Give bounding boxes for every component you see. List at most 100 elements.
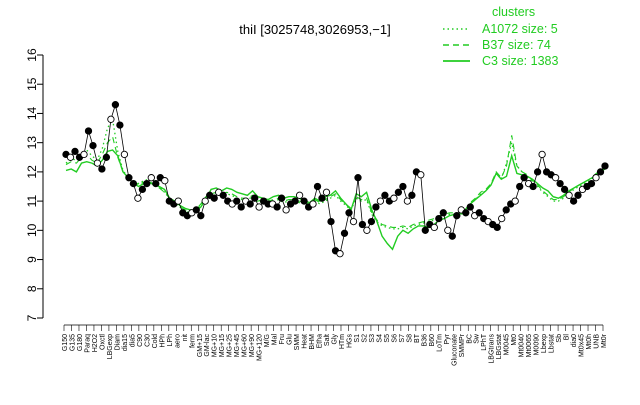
data-point xyxy=(381,191,389,199)
x-tick-label: H2O2 xyxy=(92,334,99,352)
data-point xyxy=(403,197,412,205)
data-point xyxy=(408,191,416,199)
x-tick-label: Lbexp xyxy=(541,334,548,353)
legend-label: B37 size: 74 xyxy=(482,38,551,52)
x-tick-label: G180 xyxy=(77,334,84,351)
data-point xyxy=(295,191,304,199)
y-axis: 7 8 9 10 11 12 13 14 15 16 xyxy=(25,48,44,321)
data-point xyxy=(98,165,106,173)
data-point xyxy=(134,194,142,202)
data-point xyxy=(277,194,286,202)
legend-title: clusters xyxy=(492,5,535,19)
data-point xyxy=(143,179,151,188)
data-point xyxy=(444,226,452,234)
data-point xyxy=(421,226,429,234)
x-tick-label: HGs xyxy=(346,334,353,349)
data-point xyxy=(516,182,524,191)
x-tick-label: aero xyxy=(174,334,181,348)
x-tick-label: Glu xyxy=(287,334,294,345)
data-point xyxy=(147,174,155,182)
data-point xyxy=(291,197,299,205)
data-point xyxy=(152,179,160,188)
x-tick-label: Etha xyxy=(317,334,324,349)
data-point xyxy=(363,226,371,234)
y-tick-label: 16 xyxy=(25,48,39,62)
data-point xyxy=(569,197,578,205)
data-point xyxy=(107,115,115,123)
x-tick-label: S2 xyxy=(361,334,368,343)
data-point xyxy=(372,203,380,211)
x-tick-label: Bl xyxy=(564,334,571,341)
data-point xyxy=(551,174,560,182)
x-tick-label: UNB xyxy=(594,334,601,349)
data-point xyxy=(192,206,200,214)
data-point xyxy=(84,127,93,135)
y-tick-label: 9 xyxy=(25,256,39,263)
x-tick-label: B60 xyxy=(429,334,436,347)
data-point xyxy=(125,174,133,182)
x-tick-label: MG+45 xyxy=(234,334,241,357)
data-point xyxy=(300,197,308,205)
x-tick-label: Mt0r xyxy=(601,333,608,348)
data-point xyxy=(336,250,344,258)
data-point xyxy=(475,209,483,217)
x-tick-label: S7 xyxy=(399,334,406,343)
series-line-dashed xyxy=(65,135,606,228)
data-point xyxy=(327,217,335,226)
x-tick-label: M0090 xyxy=(534,334,541,356)
data-point xyxy=(340,229,349,237)
data-point xyxy=(197,212,205,220)
data-point xyxy=(345,209,353,217)
x-tick-label: C30 xyxy=(144,334,151,347)
x-tick-label: MG+120 xyxy=(257,334,264,361)
x-tick-label: Salt xyxy=(324,334,331,346)
data-point xyxy=(462,209,470,217)
data-point xyxy=(102,153,111,161)
data-point xyxy=(448,232,456,240)
x-tick-label: SMM xyxy=(294,334,301,351)
data-point xyxy=(322,188,331,196)
data-point xyxy=(466,203,474,211)
data-point xyxy=(354,174,362,182)
data-point xyxy=(318,194,326,202)
x-tick-label: GM-lac xyxy=(204,334,211,357)
x-tick-label: BT xyxy=(414,333,421,343)
series-line-solid xyxy=(65,149,606,251)
data-point xyxy=(255,203,263,211)
x-tick-label: Lbstat xyxy=(549,334,556,353)
x-tick-label: dia5 xyxy=(129,334,136,347)
data-point xyxy=(560,185,569,194)
x-tick-label: M0045 xyxy=(504,334,511,356)
data-point xyxy=(399,182,407,191)
data-point xyxy=(520,174,528,182)
data-point xyxy=(358,220,367,229)
x-tick-label: Diam xyxy=(114,334,121,351)
x-tick-label: S3 xyxy=(369,334,376,343)
y-tick-label: 8 xyxy=(25,285,39,292)
x-tick-label: MG+25 xyxy=(227,334,234,357)
x-tick-label: S8 xyxy=(406,334,413,343)
x-tick-label: LPhT xyxy=(481,333,488,350)
x-tick-label: LBGtrans xyxy=(489,334,496,364)
data-point xyxy=(601,162,609,170)
data-point xyxy=(233,197,241,205)
x-tick-label: Heat xyxy=(302,334,309,349)
data-point xyxy=(349,217,358,226)
x-tick-label: Sw xyxy=(474,333,481,344)
data-point xyxy=(529,182,537,191)
data-point xyxy=(120,150,129,159)
data-point xyxy=(376,197,385,205)
legend-label: C3 size: 1383 xyxy=(482,54,558,68)
x-tick-label: S4 xyxy=(376,334,383,343)
data-point xyxy=(502,206,510,214)
x-tick-label: B36 xyxy=(421,334,428,347)
x-tick-label: Mt0040 xyxy=(519,334,526,357)
data-point xyxy=(273,203,281,211)
x-tick-label: Paraq xyxy=(84,334,91,353)
data-point xyxy=(367,217,376,226)
data-point xyxy=(430,223,438,232)
data-point xyxy=(116,121,124,129)
x-tick-label: Cold xyxy=(152,334,159,349)
data-point xyxy=(511,197,519,205)
